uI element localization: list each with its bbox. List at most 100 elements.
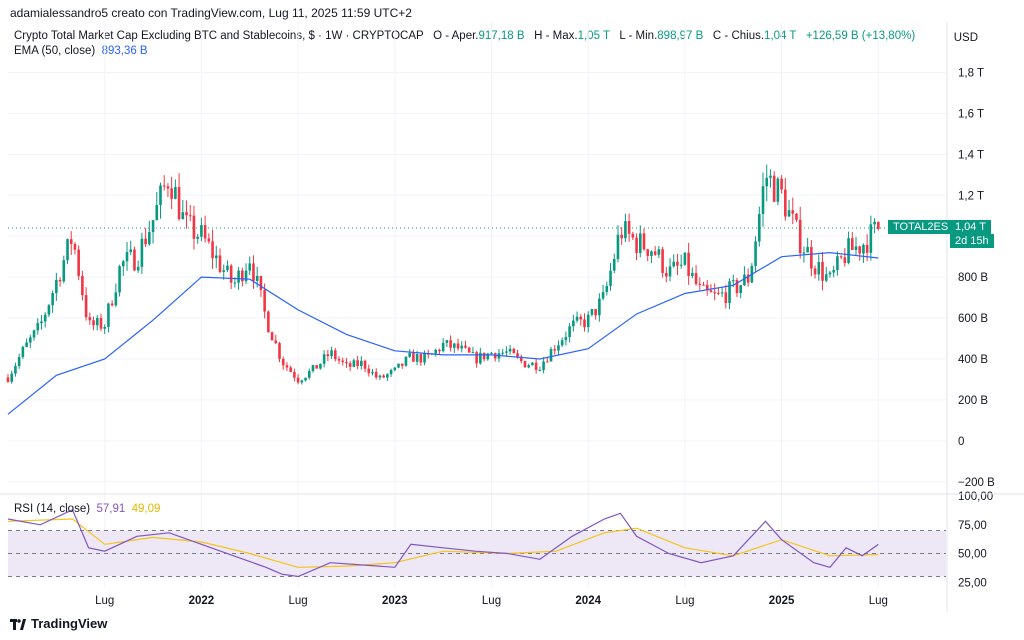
candle-body [408, 352, 411, 357]
candle-body [482, 352, 486, 360]
candle-body [858, 246, 862, 254]
candle-body [196, 236, 199, 239]
price-tick-label: 200 B [958, 395, 988, 407]
symbol-title[interactable]: Crypto Total Market Cap Excluding BTC an… [14, 30, 424, 42]
candle-body [307, 370, 311, 378]
candle-body [579, 316, 583, 320]
time-tick-label: 2023 [382, 595, 408, 607]
candle-body [322, 354, 326, 364]
candle-body [6, 377, 10, 382]
candle-body [828, 272, 832, 275]
candle-body [542, 361, 545, 370]
candle-body [244, 270, 248, 282]
candle-body [423, 353, 426, 363]
candle-body [594, 309, 597, 316]
candle-body [92, 320, 95, 326]
candle-body [32, 330, 36, 338]
candle-body [776, 178, 780, 202]
candle-body [836, 256, 839, 271]
candle-body [717, 292, 720, 294]
ema-legend[interactable]: EMA (50, close) 893,36 B [14, 45, 148, 57]
candle-body [616, 234, 620, 260]
candle-body [620, 234, 623, 239]
candle-body [177, 187, 181, 220]
rsi-tick-label: 100,00 [958, 491, 993, 503]
candle-body [516, 353, 519, 357]
candle-body [590, 309, 594, 315]
candle-body [77, 249, 80, 276]
candle-body [757, 214, 761, 242]
candle-body [564, 337, 568, 341]
time-tick-label: Lug [95, 595, 114, 607]
candle-body [631, 233, 635, 238]
candle-body [735, 280, 739, 294]
tradingview-brand[interactable]: TradingView [10, 616, 107, 631]
candle-body [188, 215, 192, 217]
ema-label: EMA (50, close) [14, 45, 96, 57]
candle-body [367, 368, 371, 374]
candle-body [810, 247, 813, 269]
candle-body [84, 295, 88, 318]
candle-body [873, 221, 876, 225]
candle-body [207, 238, 211, 242]
symbol-price-tag: TOTAL2ES [888, 220, 954, 234]
candle-body [51, 293, 54, 306]
candle-body [319, 363, 322, 369]
candle-body [133, 249, 136, 271]
candle-body [865, 244, 869, 253]
candle-body [107, 303, 110, 327]
candlestick-series [6, 164, 880, 385]
candle-body [378, 375, 382, 378]
candle-body [598, 298, 601, 316]
candle-body [36, 323, 40, 331]
candle-body [683, 252, 687, 265]
candle-body [326, 354, 330, 357]
rsi-axis[interactable]: 25,00 50,00 75,00 100,00 [958, 491, 993, 589]
candle-body [460, 345, 464, 349]
candle-body [371, 371, 374, 374]
rsi-tick-label: 75,00 [958, 520, 987, 532]
candle-body [293, 371, 296, 378]
high-value: 1,05 T [577, 30, 610, 42]
rsi-legend[interactable]: RSI (14, close) 57,91 49,09 [14, 503, 160, 515]
candle-body [787, 210, 791, 217]
candle-body [341, 360, 345, 363]
candle-body [222, 270, 226, 272]
currency-label[interactable]: USD [953, 32, 978, 44]
candle-body [780, 178, 783, 190]
low-label: L - Min. [619, 30, 658, 42]
time-tick-label: 2022 [189, 595, 215, 607]
candle-body [475, 352, 478, 364]
candle-body [267, 311, 270, 333]
candle-body [252, 263, 255, 281]
candle-body [642, 233, 646, 250]
chart-credit: adamialessandro5 creato con TradingView.… [10, 6, 412, 20]
candle-body [248, 263, 252, 271]
candle-body [534, 362, 538, 370]
candle-body [657, 249, 661, 255]
candle-body [237, 270, 240, 283]
candle-body [300, 380, 304, 383]
brand-name: TradingView [31, 616, 108, 631]
rsi-tick-label: 25,00 [958, 577, 987, 589]
candle-body [95, 318, 99, 326]
candle-body [653, 251, 657, 255]
candle-body [397, 363, 400, 368]
ema-line [7, 251, 879, 415]
candle-body [754, 241, 757, 266]
candle-body [784, 189, 787, 217]
candle-body [62, 260, 66, 282]
candle-body [360, 360, 363, 367]
candle-body [605, 285, 609, 293]
candle-body [374, 371, 378, 378]
main-legend: Crypto Total Market Cap Excluding BTC an… [14, 30, 915, 42]
candle-body [761, 186, 765, 215]
candle-body [211, 241, 214, 259]
candle-body [140, 238, 144, 267]
time-axis[interactable]: Lug 2022 Lug 2023 Lug 2024 Lug 2025 Lug [95, 595, 888, 607]
candle-body [791, 210, 795, 214]
candle-body [47, 305, 51, 315]
candle-body [839, 256, 843, 258]
